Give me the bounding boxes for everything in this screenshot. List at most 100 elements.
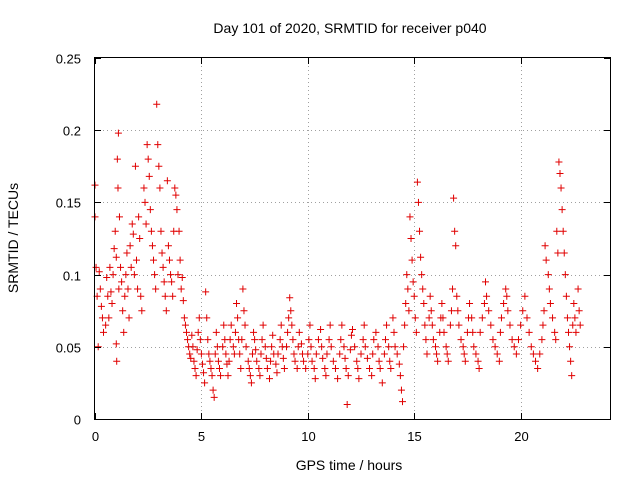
data-point — [417, 253, 425, 261]
data-point — [360, 321, 368, 329]
data-point — [443, 350, 451, 358]
data-point — [318, 343, 326, 351]
data-point — [380, 350, 388, 358]
data-point — [258, 336, 266, 344]
data-point — [197, 350, 205, 358]
data-point — [100, 328, 108, 336]
data-point — [207, 364, 215, 372]
data-point — [439, 314, 447, 322]
data-point — [401, 321, 409, 329]
data-point — [539, 321, 547, 329]
data-point — [277, 321, 285, 329]
data-point — [272, 360, 280, 368]
data-point — [544, 271, 552, 279]
data-point — [495, 357, 503, 365]
data-point — [423, 350, 431, 358]
data-point — [248, 350, 256, 358]
data-point — [574, 285, 582, 293]
data-point — [280, 364, 288, 372]
data-point — [204, 336, 212, 344]
data-point — [244, 357, 252, 365]
x-tick-label: 0 — [92, 429, 99, 444]
data-point — [372, 328, 380, 336]
data-point — [489, 336, 497, 344]
data-point — [562, 292, 570, 300]
data-point — [429, 336, 437, 344]
data-point — [361, 343, 369, 351]
data-point — [137, 292, 145, 300]
data-point — [113, 357, 121, 365]
data-point — [132, 256, 140, 264]
data-point — [209, 386, 217, 394]
data-point — [262, 354, 270, 362]
data-point — [485, 307, 493, 315]
data-point — [400, 343, 408, 351]
data-point — [326, 321, 334, 329]
data-point — [142, 220, 150, 228]
data-point — [502, 285, 510, 293]
data-point — [395, 360, 403, 368]
data-point — [370, 336, 378, 344]
data-point — [126, 242, 134, 250]
data-point — [114, 129, 122, 137]
data-point — [193, 346, 201, 354]
data-point — [179, 297, 187, 305]
data-point — [546, 299, 554, 307]
data-point — [418, 271, 426, 279]
data-point — [541, 242, 549, 250]
data-point — [259, 321, 267, 329]
data-point — [127, 263, 135, 271]
data-point — [95, 268, 103, 276]
data-point — [164, 242, 172, 250]
data-point — [146, 206, 154, 214]
data-point — [512, 350, 520, 358]
data-point — [174, 271, 182, 279]
y-tick-label: 0 — [74, 413, 81, 428]
data-point — [96, 285, 104, 293]
data-point — [98, 314, 106, 322]
data-point — [151, 271, 159, 279]
data-point — [247, 379, 255, 387]
data-point — [433, 350, 441, 358]
data-point — [141, 198, 149, 206]
data-point — [551, 328, 559, 336]
data-point — [190, 357, 198, 365]
data-point — [194, 328, 202, 336]
data-point — [351, 343, 359, 351]
data-point — [374, 343, 382, 351]
data-point — [111, 227, 119, 235]
data-point — [306, 321, 314, 329]
data-point — [554, 249, 562, 257]
data-point — [555, 158, 563, 166]
data-point — [322, 372, 330, 380]
data-point — [406, 213, 414, 221]
data-point — [261, 343, 269, 351]
data-point — [188, 331, 196, 339]
data-point — [561, 271, 569, 279]
data-point — [284, 328, 292, 336]
data-point — [251, 336, 259, 344]
data-point — [327, 343, 335, 351]
data-point — [195, 314, 203, 322]
data-point — [236, 350, 244, 358]
data-point — [107, 288, 115, 296]
data-point — [186, 350, 194, 358]
data-point — [205, 350, 213, 358]
data-point — [402, 299, 410, 307]
data-point — [295, 328, 303, 336]
data-point — [183, 328, 191, 336]
data-point — [567, 357, 575, 365]
data-point — [286, 294, 294, 302]
data-point — [135, 213, 143, 221]
data-point — [143, 141, 151, 149]
data-point — [527, 343, 535, 351]
data-point — [440, 328, 448, 336]
data-point — [231, 328, 239, 336]
data-point — [297, 340, 305, 348]
data-point — [559, 227, 567, 235]
data-point — [97, 302, 105, 310]
data-point — [104, 292, 112, 300]
data-point — [305, 336, 313, 344]
data-point — [287, 307, 295, 315]
